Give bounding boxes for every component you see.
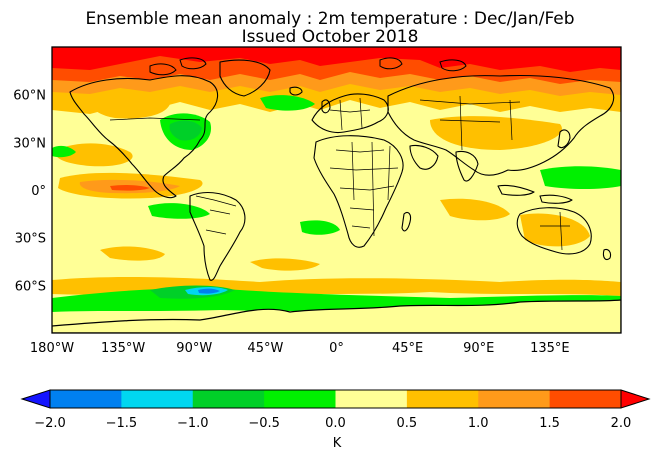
lat-tick-label: 0° — [31, 184, 46, 199]
india-coast — [455, 150, 479, 182]
north-pacific-warm — [55, 143, 133, 167]
colorbar-tick-label: 0.0 — [325, 416, 346, 431]
north-america-warm — [89, 95, 170, 119]
north-atlantic-cool — [260, 95, 315, 111]
arctic-islands — [149, 57, 467, 76]
south-america-coast — [189, 191, 246, 281]
colorbar-swatch — [264, 390, 336, 408]
colorbar-tick-label: 0.5 — [397, 416, 418, 431]
western-pacific-cool — [540, 166, 621, 189]
southern-ocean-dark-blue — [198, 288, 220, 294]
north-america-coast — [69, 75, 219, 199]
colorbar-tick-label: 2.0 — [611, 416, 632, 431]
africa-coast — [313, 135, 404, 248]
country-borders — [109, 95, 570, 251]
colorbar-frame — [49, 389, 622, 409]
colorbar-swatch — [549, 390, 622, 408]
lat-tick-label: 60°S — [15, 279, 46, 294]
japan-coast — [557, 129, 571, 149]
colorbar-swatch — [50, 390, 122, 408]
lon-tick-label: 135°E — [530, 341, 570, 356]
colorbar-swatch — [335, 390, 408, 408]
australia-warm — [520, 213, 590, 247]
map-subtitle: Issued October 2018 — [241, 27, 419, 47]
equatorial-pacific-red — [110, 184, 150, 191]
south-pacific-warm — [100, 246, 165, 261]
iceland-coast — [289, 86, 303, 96]
colorbar-tick-label: −0.5 — [248, 416, 280, 431]
lon-tick-label: 0° — [329, 341, 344, 356]
colorbar-over-triangle — [620, 389, 651, 409]
colorbar-unit-label: K — [333, 436, 342, 451]
australia-coast — [516, 207, 592, 255]
south-atlantic-cool — [300, 220, 340, 235]
eastern-north-america-cool-deep — [169, 120, 202, 141]
colorbar-swatch — [406, 390, 479, 408]
lon-tick-label: 90°E — [463, 341, 494, 356]
greenland-coast — [219, 59, 271, 97]
asia-coast — [387, 74, 615, 176]
lon-tick-label: 45°W — [247, 341, 283, 356]
colorbar-swatch — [478, 390, 551, 408]
colorbar-tick-label: −1.5 — [106, 416, 138, 431]
lat-tick-label: 60°N — [13, 89, 46, 104]
asia-warm — [430, 116, 562, 150]
antarctica-land — [52, 299, 621, 333]
uk-coast — [321, 99, 331, 114]
colorbar-swatch — [192, 390, 265, 408]
map-title: Ensemble mean anomaly : 2m temperature :… — [85, 9, 575, 29]
colorbar: −2.0 −1.5 −1.0 −0.5 0.0 0.5 1.0 1.5 2.0 — [20, 389, 651, 431]
anomaly-map — [52, 47, 621, 333]
madagascar-coast — [401, 211, 412, 232]
colorbar-under-triangle — [20, 389, 51, 409]
lon-tick-label: 135°W — [101, 341, 145, 356]
colorbar-swatch — [121, 390, 194, 408]
map-frame — [51, 46, 622, 334]
colorbar-tick-label: 1.5 — [539, 416, 560, 431]
arabia-coast — [409, 144, 439, 170]
longitude-axis: 180°W 135°W 90°W 45°W 0° 45°E 90°E 135°E — [30, 341, 570, 356]
colorbar-tick-label: −2.0 — [34, 416, 66, 431]
latitude-axis: 60°N 30°N 0° 30°S 60°S — [13, 89, 46, 295]
colorbar-tick-label: 1.0 — [468, 416, 489, 431]
new-zealand-coast — [602, 248, 612, 261]
lat-tick-label: 30°S — [15, 232, 46, 247]
indonesia-coast — [497, 184, 573, 204]
lon-tick-label: 90°W — [176, 341, 212, 356]
lat-tick-label: 30°N — [13, 136, 46, 151]
colorbar-tick-label: −1.0 — [177, 416, 209, 431]
indian-ocean-warm — [440, 198, 510, 221]
arctic-red-region — [52, 47, 621, 72]
central-pacific-cool — [148, 203, 210, 219]
lon-tick-label: 45°E — [392, 341, 423, 356]
lon-tick-label: 180°W — [30, 341, 74, 356]
north-pacific-east-cool — [52, 145, 76, 158]
coastlines — [69, 59, 615, 281]
south-atlantic-warm — [250, 258, 320, 271]
